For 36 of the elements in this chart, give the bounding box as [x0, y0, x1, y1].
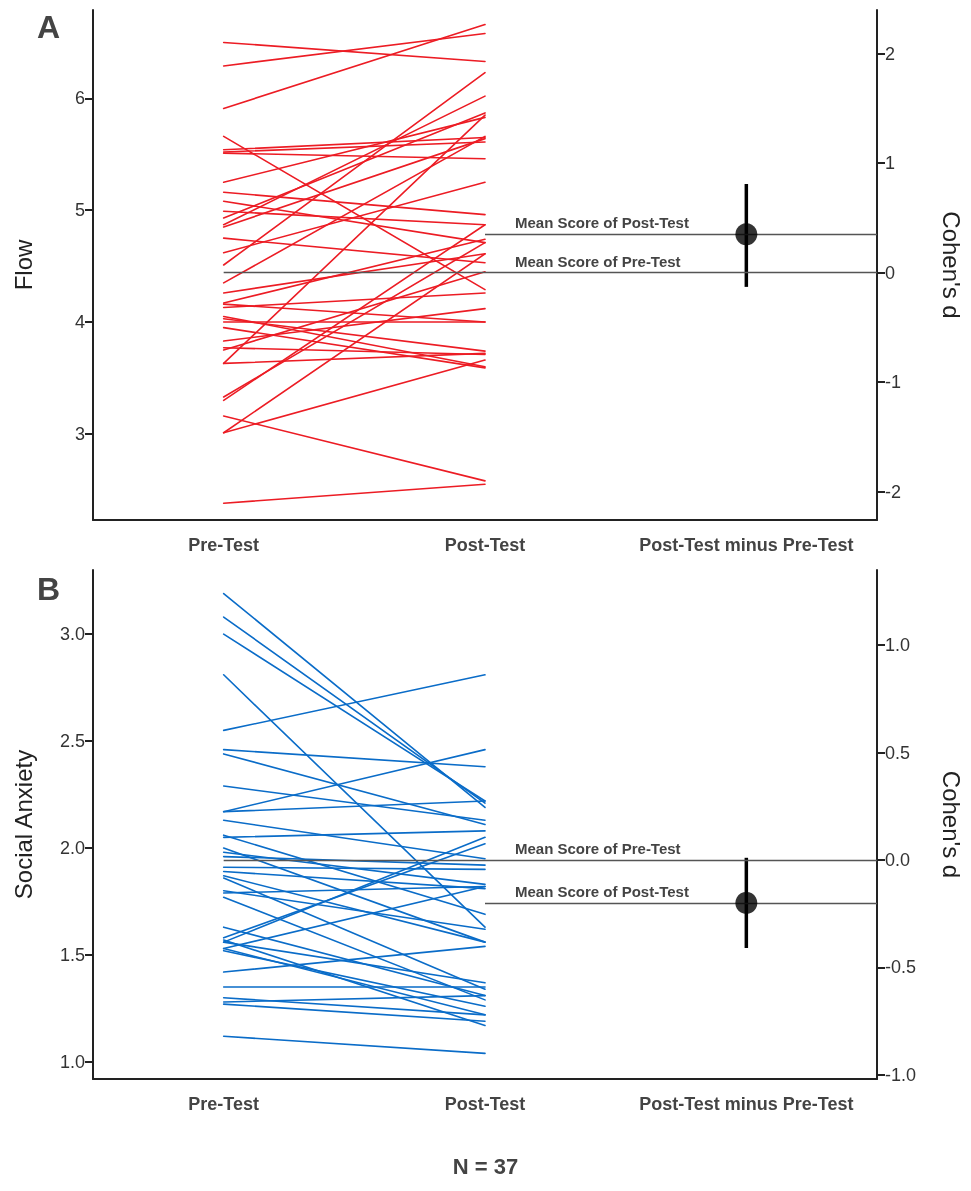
y2-tick-label: 1.0: [885, 635, 911, 656]
x-tick-label: Pre-Test: [188, 1094, 260, 1114]
y2-tick-label: -1: [885, 372, 902, 393]
y-tick-label: 5: [74, 200, 85, 221]
y2-axis-title: Cohen's d: [937, 770, 965, 879]
y-tick-label: 3.0: [59, 624, 85, 645]
y-tick-label: 6: [74, 88, 85, 109]
y-axis-title: Social Anxiety: [9, 749, 37, 900]
ref-line-label: Mean Score of Post-Test: [515, 882, 689, 900]
y2-axis-title: Cohen's d: [937, 211, 965, 319]
y2-tick-label: -1.0: [885, 1064, 917, 1085]
y2-tick-label: 1: [885, 153, 896, 174]
y2-tick-label: 0: [885, 262, 896, 283]
y-axis-title: Flow: [9, 239, 37, 291]
y-tick-label: 2.0: [59, 838, 85, 859]
x-tick-label: Post-Test minus Pre-Test: [639, 1094, 854, 1114]
ref-line-label: Mean Score of Pre-Test: [515, 252, 681, 270]
x-tick-label: Post-Test: [444, 535, 526, 555]
chart-title: A: [37, 9, 61, 45]
y2-tick-label: 2: [885, 43, 896, 64]
y-tick-label: 2.5: [59, 731, 85, 752]
text: N = 37: [452, 1153, 519, 1179]
y2-tick-label: 0.0: [885, 849, 911, 870]
ref-line-label: Mean Score of Pre-Test: [515, 839, 681, 857]
y2-tick-label: 0.5: [885, 742, 911, 763]
chart-title: B: [37, 571, 61, 607]
ref-line-label: Mean Score of Post-Test: [515, 214, 689, 232]
y-tick-label: 1.0: [59, 1051, 85, 1072]
y-tick-label: 3: [74, 423, 85, 444]
y2-tick-label: -0.5: [885, 957, 917, 978]
x-tick-label: Post-Test minus Pre-Test: [639, 535, 854, 555]
x-tick-label: Post-Test: [444, 1094, 526, 1114]
x-tick-label: Pre-Test: [188, 535, 260, 555]
y2-tick-label: -2: [885, 481, 902, 502]
y-tick-label: 1.5: [59, 944, 85, 965]
y-tick-label: 4: [74, 312, 85, 333]
